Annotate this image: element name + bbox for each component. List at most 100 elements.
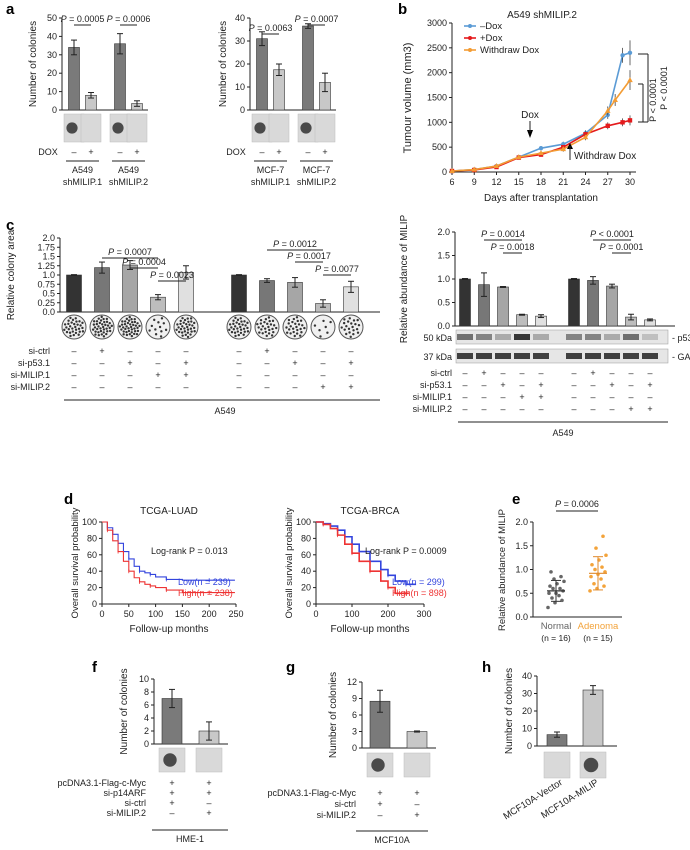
c1-colony-well-dot	[263, 327, 267, 330]
c2-p53-band	[585, 334, 601, 340]
b-y-axis-label: Tumour volume (mm3)	[402, 43, 414, 154]
c1-colony-well-dot	[103, 320, 106, 324]
c1-row-sign: –	[292, 370, 297, 380]
c1-colony-well-dot	[130, 334, 134, 338]
a2-colony-image	[314, 113, 336, 143]
c1-colony-well-dot	[123, 322, 127, 326]
b-point	[538, 145, 544, 151]
c1-colony-well-dot	[292, 330, 295, 334]
c1-colony-well-dot	[186, 335, 190, 339]
c1-colony-well-dot	[350, 322, 353, 325]
c1-colony-well-dot	[192, 321, 196, 325]
c1-colony-well-dot	[179, 327, 183, 331]
e-group-n: (n = 16)	[541, 633, 571, 643]
c1-colony-well-dot	[81, 330, 85, 333]
c2-row-sign: +	[481, 368, 486, 378]
d2-x-tick-label: 200	[380, 609, 395, 619]
c1-colony-well-dot	[322, 319, 325, 323]
g-row-sign: +	[414, 788, 419, 798]
c1-colony-well-dot	[303, 326, 306, 330]
c1-colony-well-dot	[150, 324, 154, 328]
b-point	[449, 168, 455, 174]
c1-colony-well-dot	[264, 318, 268, 321]
d1-logrank: Log-rank P = 0.013	[151, 546, 228, 556]
d2-x-axis-label: Follow-up months	[331, 624, 410, 635]
c1-colony-well-dot	[329, 320, 332, 324]
h-y-tick-label: 40	[522, 671, 532, 681]
c1-colony-well-dot	[136, 322, 139, 325]
c1-colony-well-dot	[68, 325, 72, 328]
d1-y-tick-label: 100	[82, 517, 97, 527]
c1-colony-well-dot	[343, 318, 346, 321]
c1-row-sign: –	[71, 370, 76, 380]
e-y-tick-label: 0.0	[515, 612, 528, 622]
c1-colony-well-dot	[125, 325, 128, 328]
g-row-sign: +	[377, 788, 382, 798]
c2-p53-blot	[455, 329, 669, 345]
c1-colony-well-dot	[99, 329, 103, 333]
c1-colony-well-dot	[129, 323, 132, 326]
f-y-tick-label: 10	[139, 674, 149, 684]
g-row-sign: –	[377, 810, 382, 820]
c1-colony-well-dot	[326, 331, 329, 334]
panel-label-d: d	[64, 491, 73, 508]
c1-row-sign: +	[348, 358, 353, 368]
c1-row-sign: –	[264, 358, 269, 368]
c1-row-sign: –	[236, 382, 241, 392]
c1-colony-well-dot	[246, 321, 249, 325]
c1-bar	[231, 274, 247, 313]
e-data-point	[590, 562, 594, 567]
c1-colony-well-dot	[97, 331, 100, 334]
c1-colony-well-dot	[185, 323, 188, 326]
g-row-label: pcDNA3.1-Flag-c-Myc	[267, 788, 356, 798]
c1-colony-well-dot	[92, 320, 96, 323]
c1-p-value: P = 0.0017	[287, 251, 331, 261]
c2-row-sign: +	[538, 392, 543, 402]
b-y-tick-label: 0	[442, 167, 447, 177]
c1-row-label: si-MILIP.1	[11, 370, 50, 380]
c1-row-sign: –	[236, 358, 241, 368]
c1-colony-well-dot	[289, 325, 292, 328]
c1-y-tick-label: 0.75	[37, 279, 55, 289]
c1-colony-well-dot	[98, 321, 102, 325]
a1-group-name: shMILIP.1	[63, 177, 102, 187]
e-y-tick-label: 1.5	[515, 541, 528, 551]
d1-y-tick-label: 20	[87, 583, 97, 593]
c1-colony-well-dot	[275, 326, 278, 330]
c1-colony-well-dot	[102, 328, 106, 331]
a2-p-value: P = 0.0063	[249, 23, 293, 33]
h-colony-image	[543, 751, 571, 779]
c1-colony-well-dot	[266, 322, 269, 326]
a2-group-cell: MCF-7	[303, 165, 331, 175]
h-y-axis-label: Number of colonies	[504, 668, 515, 754]
d1-x-tick-label: 250	[228, 609, 243, 619]
c1-colony-well-dot	[297, 323, 301, 326]
c1-colony-well-dot	[77, 327, 81, 330]
a2-group-cell: MCF-7	[257, 165, 285, 175]
d1-y-axis-label: Overall survival probability	[70, 507, 81, 618]
a1-bar	[68, 47, 80, 111]
c1-colony-well-dot	[81, 326, 84, 330]
c1-colony-well-dot	[118, 325, 122, 328]
b-x-tick-label: 15	[514, 177, 524, 187]
e-data-point	[604, 553, 608, 558]
c1-colony-well-dot	[242, 333, 245, 336]
c1-colony-well-dot	[105, 317, 109, 321]
c1-row-sign: –	[236, 346, 241, 356]
c1-colony-well-dot	[189, 317, 193, 320]
h-category-label: MCF10A-Vector	[501, 777, 564, 822]
c1-colony-well-dot	[264, 330, 267, 334]
c1-colony-well-dot	[97, 325, 100, 328]
c2-row-sign: –	[538, 404, 543, 414]
e-data-point	[559, 574, 563, 579]
c1-colony-well-dot	[190, 330, 193, 333]
f-row-sign: –	[169, 808, 174, 818]
c1-colony-well-dot	[99, 327, 102, 330]
c1-colony-well-dot	[175, 328, 178, 331]
c1-row-sign: –	[127, 382, 132, 392]
b-point	[627, 118, 633, 123]
c1-colony-well-dot	[237, 333, 240, 337]
f-y-axis-label: Number of colonies	[119, 668, 130, 754]
b-point	[560, 146, 567, 152]
c2-row-sign: –	[519, 380, 524, 390]
